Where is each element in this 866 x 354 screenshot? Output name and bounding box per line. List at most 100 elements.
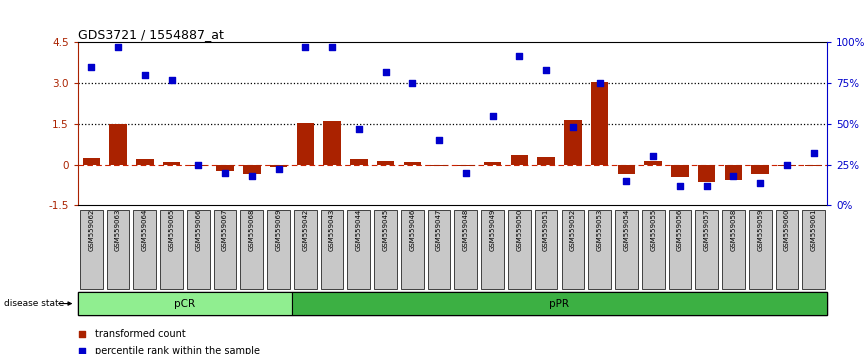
Text: GSM559047: GSM559047 xyxy=(436,209,443,251)
Text: GSM559069: GSM559069 xyxy=(275,209,281,251)
Text: GSM559042: GSM559042 xyxy=(302,209,308,251)
FancyBboxPatch shape xyxy=(508,210,531,289)
Bar xyxy=(243,165,261,174)
Point xyxy=(378,69,392,75)
Bar xyxy=(377,161,394,165)
FancyBboxPatch shape xyxy=(776,210,798,289)
Point xyxy=(727,173,740,179)
Point xyxy=(165,77,178,83)
Text: percentile rank within the sample: percentile rank within the sample xyxy=(95,346,261,354)
Bar xyxy=(511,155,528,165)
Text: GSM559062: GSM559062 xyxy=(88,209,94,251)
Text: GSM559065: GSM559065 xyxy=(169,209,175,251)
Text: transformed count: transformed count xyxy=(95,329,186,339)
Bar xyxy=(297,122,314,165)
FancyBboxPatch shape xyxy=(642,210,664,289)
Text: GDS3721 / 1554887_at: GDS3721 / 1554887_at xyxy=(78,28,223,41)
Point xyxy=(326,91,340,97)
FancyBboxPatch shape xyxy=(722,210,745,289)
Bar xyxy=(430,165,448,166)
Point xyxy=(84,64,98,70)
FancyBboxPatch shape xyxy=(241,210,263,289)
Point xyxy=(138,72,152,78)
FancyBboxPatch shape xyxy=(669,210,691,289)
FancyBboxPatch shape xyxy=(78,292,292,315)
Point xyxy=(646,154,660,159)
FancyBboxPatch shape xyxy=(374,210,397,289)
Point xyxy=(700,183,714,189)
FancyBboxPatch shape xyxy=(802,210,825,289)
Text: GSM559050: GSM559050 xyxy=(516,209,522,251)
Point xyxy=(432,137,446,143)
Point xyxy=(780,162,794,167)
FancyBboxPatch shape xyxy=(615,210,637,289)
FancyBboxPatch shape xyxy=(455,210,477,289)
FancyBboxPatch shape xyxy=(80,210,103,289)
Point xyxy=(111,45,125,50)
Text: GSM559058: GSM559058 xyxy=(730,209,736,251)
Text: GSM559055: GSM559055 xyxy=(650,209,656,251)
Point xyxy=(486,113,500,119)
Text: GSM559051: GSM559051 xyxy=(543,209,549,251)
Bar xyxy=(82,158,100,165)
Point xyxy=(619,178,633,184)
Point xyxy=(326,250,340,256)
FancyBboxPatch shape xyxy=(133,210,156,289)
Text: GSM559043: GSM559043 xyxy=(329,209,335,251)
FancyBboxPatch shape xyxy=(481,210,504,289)
FancyBboxPatch shape xyxy=(588,210,611,289)
Text: GSM559045: GSM559045 xyxy=(383,209,389,251)
Point xyxy=(245,173,259,179)
Bar xyxy=(725,165,742,179)
Text: GSM559067: GSM559067 xyxy=(222,209,228,251)
Text: GSM559048: GSM559048 xyxy=(462,209,469,251)
Bar xyxy=(805,165,823,166)
Text: GSM559064: GSM559064 xyxy=(142,209,148,251)
Text: GSM559056: GSM559056 xyxy=(677,209,683,251)
Point xyxy=(592,80,606,86)
Point xyxy=(352,126,365,132)
Bar xyxy=(644,161,662,165)
Text: GSM559046: GSM559046 xyxy=(410,209,416,251)
Text: GSM559061: GSM559061 xyxy=(811,209,817,251)
Text: GSM559063: GSM559063 xyxy=(115,209,121,251)
FancyBboxPatch shape xyxy=(695,210,718,289)
Bar xyxy=(538,157,555,165)
Bar xyxy=(323,121,341,165)
Point xyxy=(459,170,473,176)
Text: GSM559059: GSM559059 xyxy=(757,209,763,251)
FancyBboxPatch shape xyxy=(268,210,290,289)
Point xyxy=(753,180,767,185)
Bar xyxy=(779,165,796,166)
FancyBboxPatch shape xyxy=(428,210,450,289)
Bar xyxy=(216,165,234,171)
Point xyxy=(807,150,821,156)
Bar xyxy=(163,162,180,165)
Text: GSM559066: GSM559066 xyxy=(196,209,201,251)
Text: GSM559068: GSM559068 xyxy=(249,209,255,251)
Bar xyxy=(752,165,769,174)
FancyBboxPatch shape xyxy=(294,210,317,289)
FancyBboxPatch shape xyxy=(292,292,827,315)
Point xyxy=(566,124,580,130)
Point xyxy=(218,170,232,176)
FancyBboxPatch shape xyxy=(534,210,558,289)
Bar xyxy=(109,124,126,165)
Bar xyxy=(671,165,688,177)
Bar xyxy=(350,159,367,165)
FancyBboxPatch shape xyxy=(187,210,210,289)
Text: pPR: pPR xyxy=(550,298,570,309)
FancyBboxPatch shape xyxy=(107,210,129,289)
Text: pCR: pCR xyxy=(174,298,196,309)
FancyBboxPatch shape xyxy=(401,210,423,289)
Bar xyxy=(404,162,421,165)
Point xyxy=(272,167,286,172)
FancyBboxPatch shape xyxy=(749,210,772,289)
Point xyxy=(405,80,419,86)
Bar xyxy=(698,165,715,182)
Bar xyxy=(270,165,288,167)
FancyBboxPatch shape xyxy=(561,210,585,289)
Point xyxy=(513,53,527,58)
Text: GSM559057: GSM559057 xyxy=(704,209,709,251)
Bar xyxy=(457,165,475,166)
